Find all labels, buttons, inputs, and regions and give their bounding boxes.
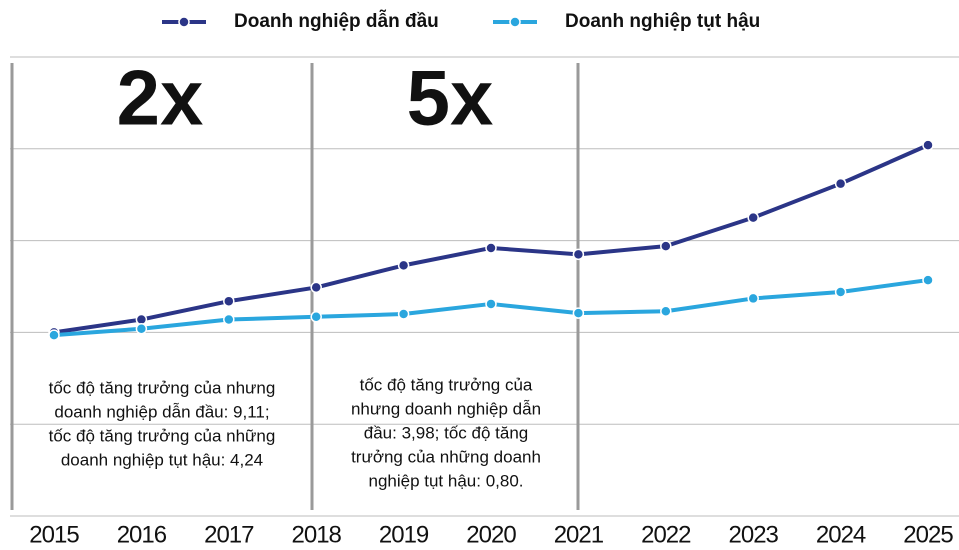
x-tick-label: 2017 [204,521,254,548]
data-point [135,322,148,335]
data-point [834,286,847,298]
x-tick-label: 2016 [117,521,167,548]
data-point [572,248,585,261]
data-point [747,211,759,224]
x-tick-label: 2018 [292,521,342,548]
period-multiplier: 5x [407,54,494,142]
x-tick-label: 2023 [729,521,779,548]
period-note: doanh nghiệp tụt hậu: 4,24 [61,450,263,469]
data-point [397,259,410,272]
data-point [397,308,410,320]
period-note: tốc độ tăng trưởng của nhưng [49,378,276,397]
period-note: tốc độ tăng trưởng của [360,375,533,394]
period-note: tốc độ tăng trưởng của những [49,426,276,445]
data-point [310,311,322,323]
legend-swatch-dot [509,16,521,28]
x-tick-label: 2015 [29,521,79,548]
legend-label: Doanh nghiệp dẫn đầu [234,10,439,32]
data-point [223,295,235,307]
period-note: nghiệp tụt hậu: 0,80. [368,471,523,490]
data-point [485,298,497,310]
x-tick-label: 2025 [903,521,953,548]
data-point [747,292,759,305]
legend-swatch-dot [178,16,190,28]
period-note: đầu: 3,98; tốc độ tăng [364,423,528,442]
data-point [834,177,847,190]
period-note: trưởng của những doanh [351,447,541,466]
data-point [572,307,585,319]
x-tick-label: 2021 [554,521,604,548]
data-point [922,274,934,286]
period-note: doanh nghiệp dẫn đầu: 9,11; [54,402,269,421]
data-point [48,329,60,341]
x-tick-label: 2020 [466,521,516,548]
legend-label: Doanh nghiệp tụt hậu [565,11,760,32]
data-point [922,139,934,151]
data-point [310,281,322,294]
annotations: 2x tốc độ tăng trưởng của nhưng doanh nghi… [49,54,541,491]
period-multiplier: 2x [117,54,204,142]
data-point [660,240,672,252]
x-tick-label: 2022 [641,521,691,548]
data-point [223,313,235,326]
data-point [660,305,672,318]
x-tick-label: 2024 [816,521,866,548]
period-note: nhưng doanh nghiệp dẫn [351,399,541,418]
data-point [485,242,497,254]
x-tick-label: 2019 [379,521,429,548]
